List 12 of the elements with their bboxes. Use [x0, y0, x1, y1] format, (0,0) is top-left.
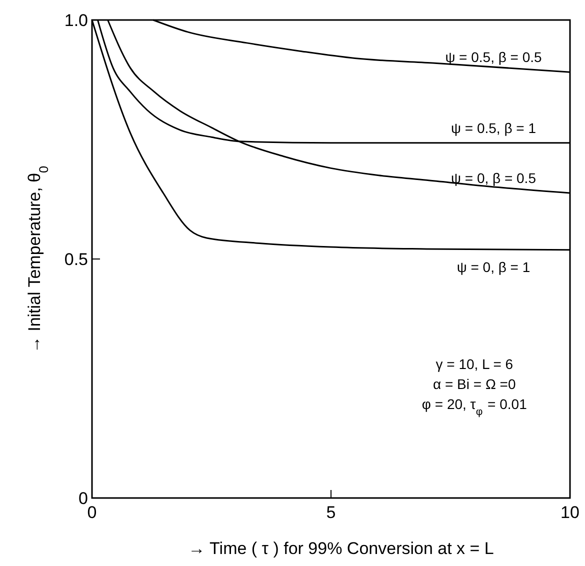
series-label: ψ = 0.5, β = 0.5	[445, 49, 542, 66]
annotation: α = Bi = Ω =0	[433, 376, 516, 392]
y-tick-label: 0	[78, 489, 88, 508]
x-tick-label: 10	[560, 503, 580, 522]
y-tick-label: 1.0	[64, 11, 88, 30]
annotation: γ = 10, L = 6	[436, 356, 514, 372]
x-axis-title: → Time ( τ ) for 99% Conversion at x = L	[188, 539, 494, 558]
series-label: ψ = 0.5, β = 1	[451, 120, 536, 136]
y-tick-label: 0.5	[64, 250, 88, 269]
annotation: φ = 20, τ$_{φ}$ = 0.01	[422, 396, 528, 418]
x-tick-label: 5	[326, 503, 336, 522]
series-label: ψ = 0, β = 1	[456, 258, 530, 275]
